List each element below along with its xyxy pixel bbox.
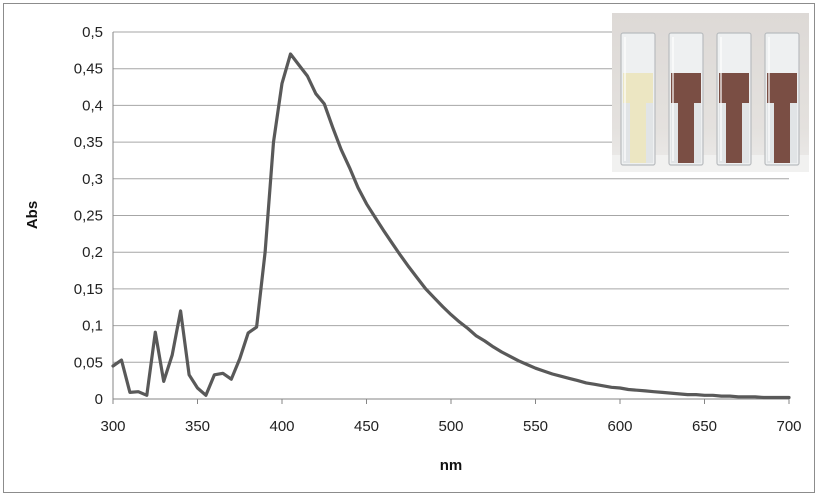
axes	[112, 32, 790, 404]
cuvette-wall	[742, 103, 749, 163]
cuvette	[716, 32, 752, 166]
cuvette-wall	[623, 103, 630, 163]
cuvette-wall	[646, 103, 653, 163]
y-tick-label: 0,2	[82, 244, 103, 261]
cuvette	[668, 32, 704, 166]
x-tick-labels: 300 350 400 450 500 550 600 650 700	[100, 418, 801, 435]
cuvette-liquid-window	[726, 103, 742, 163]
y-tick-label: 0,1	[82, 318, 103, 335]
cuvette-liquid-window	[630, 103, 646, 163]
x-tick-label: 550	[523, 418, 548, 435]
y-tick-label: 0	[95, 391, 103, 408]
x-tick-label: 350	[185, 418, 210, 435]
x-tick-label: 650	[692, 418, 717, 435]
cuvette-wall	[694, 103, 701, 163]
y-tick-label: 0,4	[82, 97, 103, 114]
cuvette-wall	[790, 103, 797, 163]
x-axis-title: nm	[440, 457, 463, 474]
cuvette-liquid-window	[774, 103, 790, 163]
cuvette-wall	[719, 103, 726, 163]
cuvette-wall	[671, 103, 678, 163]
y-axis-title: Abs	[24, 201, 41, 229]
x-tick-label: 500	[438, 418, 463, 435]
series-layer	[111, 52, 791, 400]
cuvette-liquid-upper	[671, 73, 701, 103]
cuvette-liquid-upper	[623, 73, 653, 103]
x-tick-label: 300	[100, 418, 125, 435]
x-tick-label: 700	[776, 418, 801, 435]
y-tick-label: 0,25	[74, 208, 103, 225]
x-tick-label: 450	[354, 418, 379, 435]
y-tick-label: 0,15	[74, 281, 103, 298]
cuvette	[620, 32, 656, 166]
y-tick-labels: 0 0,05 0,1 0,15 0,2 0,25 0,3 0,35 0,4 0,45 0,5	[74, 24, 103, 408]
y-tick-label: 0,05	[74, 354, 103, 371]
cuvette-wall	[767, 103, 774, 163]
y-tick-label: 0,5	[82, 24, 103, 41]
inset-table-surface	[612, 155, 809, 172]
x-tick-label: 600	[607, 418, 632, 435]
cuvette-liquid-upper	[719, 73, 749, 103]
absorbance-line	[111, 52, 791, 400]
y-tick-label: 0,3	[82, 171, 103, 188]
y-tick-label: 0,45	[74, 61, 103, 78]
cuvette-photo-inset	[612, 13, 809, 172]
x-tick-label: 400	[269, 418, 294, 435]
cuvette-liquid-upper	[767, 73, 797, 103]
cuvette-liquid-window	[678, 103, 694, 163]
y-tick-label: 0,35	[74, 134, 103, 151]
cuvette	[764, 32, 800, 166]
